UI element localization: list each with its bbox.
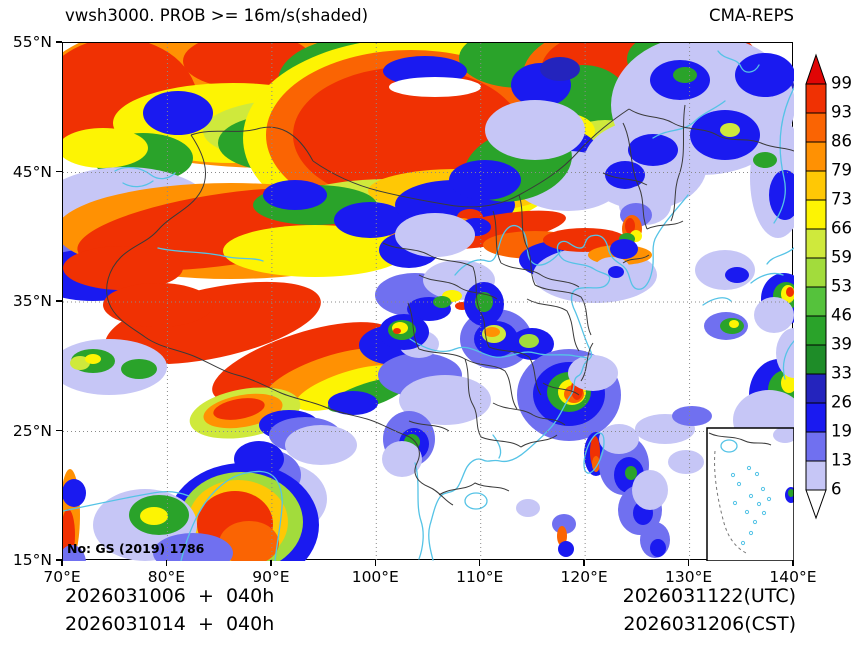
colorbar-segment [805,257,827,288]
colorbar-tick-label: 66 [831,219,852,238]
colorbar-segment [805,112,827,143]
colorbar-segment [805,344,827,375]
south-china-sea-inset [706,427,794,561]
x-tick-label: 130°E [664,568,713,586]
colorbar-tick-label: 46 [831,306,852,325]
x-tick-label: 110°E [456,568,504,586]
colorbar-tick-label: 13 [831,451,852,470]
x-tick-mark [374,560,376,566]
x-tick-mark [270,560,272,566]
y-tick-mark [56,300,62,302]
x-tick-mark [687,560,690,566]
y-tick-mark [56,559,62,561]
x-tick-label: 70°E [43,568,81,586]
colorbar-tick-label: 26 [831,393,852,412]
colorbar-segment [805,402,827,433]
colorbar-segment [805,431,827,462]
colorbar-segment [805,373,827,404]
y-tick-label: 45°N [12,162,52,181]
colorbar-segment [805,83,827,114]
colorbar-under-arrow [805,489,827,520]
valid-time-cst: 2026031206(CST) [623,613,796,635]
x-tick-label: 120°E [560,568,608,586]
map-canvas [63,43,794,561]
colorbar-over-arrow [805,53,827,85]
y-tick-label: 25°N [12,421,52,440]
colorbar-segment [805,170,827,201]
y-tick-label: 15°N [12,551,52,569]
colorbar-tick-label: 79 [831,161,852,180]
y-tick-mark [56,170,62,173]
colorbar-segment [805,460,827,491]
init-time-cst: 2026031014 + 040h [65,613,275,635]
colorbar-tick-label: 6 [831,480,842,499]
colorbar-tick-label: 73 [831,190,852,209]
colorbar-tick-label: 99 [831,74,852,93]
x-tick-label: 80°E [147,568,186,586]
x-tick-label: 90°E [252,568,290,586]
y-tick-label: 35°N [12,292,52,310]
colorbar-tick-label: 19 [831,422,852,441]
colorbar-canvas: 6 13 19 26 33 39 46 53 59 66 73 79 86 93 99 [805,53,852,520]
colorbar-segment [805,315,827,346]
colorbar-segment [805,228,827,259]
province-borders [106,104,794,506]
colorbar-tick-label: 93 [831,103,852,122]
colorbar-segment [805,199,827,230]
y-tick-label: 55°N [12,33,52,51]
y-tick-mark [56,41,62,43]
probability-shading [63,43,794,561]
y-tick-mark [56,429,62,432]
map-watermark: No: GS (2019) 1786 [67,541,205,556]
colorbar-tick-label: 53 [831,277,852,296]
x-tick-label: 140°E [769,568,817,586]
x-tick-mark [479,560,481,566]
init-time-utc: 2026031006 + 040h [65,585,275,607]
colorbar-segment [805,286,827,317]
x-tick-mark [583,560,585,566]
plot-title: vwsh3000. PROB >= 16m/s(shaded) [65,6,369,25]
colorbar-tick-label: 86 [831,132,852,151]
x-tick-mark [165,560,168,566]
valid-time-utc: 2026031122(UTC) [622,585,796,607]
colorbar: 6 13 19 26 33 39 46 53 59 66 73 79 86 93 99 [803,53,860,537]
coastlines [63,50,794,561]
colorbar-tick-label: 59 [831,248,852,267]
model-name: CMA-REPS [709,6,794,25]
colorbar-tick-label: 33 [831,364,852,383]
x-tick-mark [61,560,63,566]
colorbar-tick-label: 39 [831,335,852,354]
map-plot-area: No: GS (2019) 1786 [62,42,794,561]
x-tick-label: 100°E [351,568,399,586]
colorbar-segment [805,141,827,172]
x-tick-mark [792,560,794,566]
